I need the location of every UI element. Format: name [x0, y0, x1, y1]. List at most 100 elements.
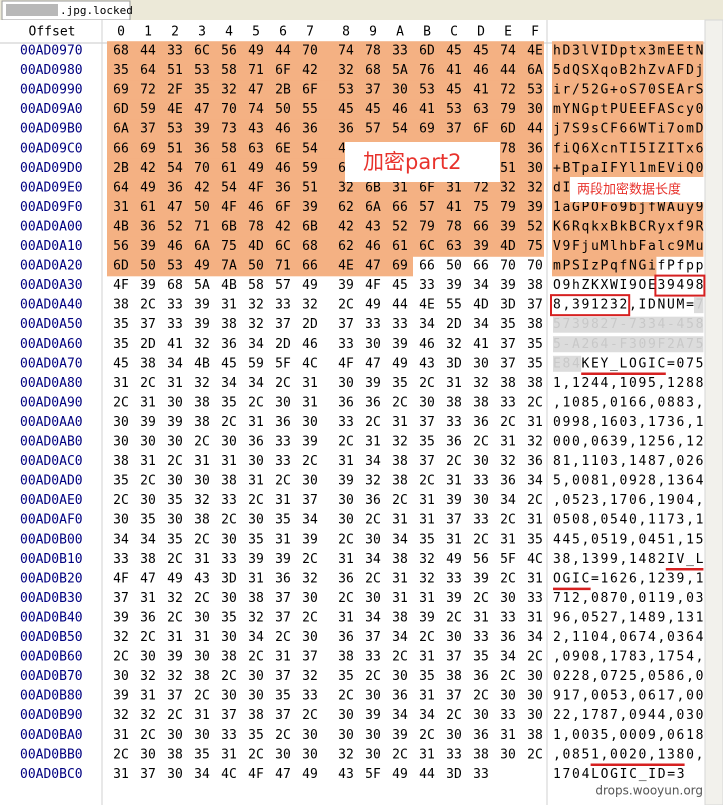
byte: 47 — [194, 102, 210, 117]
byte: 2C — [275, 630, 291, 645]
byte: 36 — [194, 141, 210, 156]
byte: 30 — [248, 689, 264, 704]
byte: 72 — [500, 83, 516, 98]
byte: 39 — [473, 571, 489, 586]
byte: 2C — [392, 747, 408, 762]
byte: 31 — [419, 513, 435, 528]
byte: 37 — [419, 415, 435, 430]
byte: 32 — [419, 571, 435, 586]
byte: 70 — [302, 44, 318, 59]
byte: 36 — [473, 669, 489, 684]
byte: 61 — [221, 161, 237, 176]
byte: 2C — [392, 395, 408, 410]
ascii: 5,0081,0928,1364 — [553, 474, 704, 489]
byte: 36 — [500, 474, 516, 489]
byte: 53 — [419, 83, 435, 98]
byte: 30 — [338, 708, 354, 723]
byte: 39 — [194, 122, 210, 137]
byte: 30 — [194, 474, 210, 489]
offset-header: Offset — [29, 25, 76, 40]
byte: 30 — [113, 669, 129, 684]
byte: 31 — [527, 513, 543, 528]
byte: 30 — [527, 161, 543, 176]
byte: 43 — [338, 767, 354, 782]
byte: 31 — [527, 571, 543, 586]
byte: 3D — [221, 571, 237, 586]
byte: 72 — [140, 83, 156, 98]
offset: 00AD0A10 — [20, 239, 83, 254]
byte: 66 — [392, 200, 408, 215]
byte: 35 — [473, 650, 489, 665]
byte: 39 — [275, 552, 291, 567]
byte: 4B — [113, 219, 129, 234]
byte: 50 — [248, 259, 264, 274]
byte: 30 — [365, 337, 381, 352]
byte: 37 — [167, 689, 183, 704]
byte: 2C — [113, 650, 129, 665]
byte: 38 — [140, 356, 156, 371]
byte: 36 — [248, 435, 264, 450]
byte: 30 — [113, 415, 129, 430]
byte: 75 — [527, 239, 543, 254]
offset: 00AD0A20 — [20, 259, 83, 274]
byte: 2C — [338, 298, 354, 313]
byte: 34 — [392, 532, 408, 547]
byte: 79 — [419, 219, 435, 234]
byte: 38 — [248, 591, 264, 606]
byte: 31 — [140, 689, 156, 704]
byte: 33 — [167, 298, 183, 313]
byte: 37 — [365, 83, 381, 98]
redaction — [553, 336, 704, 353]
byte: 38 — [392, 474, 408, 489]
byte: 5F — [365, 767, 381, 782]
byte: 49 — [392, 767, 408, 782]
byte: 34 — [473, 278, 489, 293]
byte: 34 — [248, 376, 264, 391]
byte: 78 — [365, 44, 381, 59]
byte: 30 — [392, 669, 408, 684]
byte: 38 — [194, 513, 210, 528]
byte: 56 — [221, 44, 237, 59]
byte: 30 — [365, 591, 381, 606]
byte: 34 — [365, 454, 381, 469]
byte: 49 — [248, 44, 264, 59]
byte: 31 — [302, 376, 318, 391]
selection-ascii — [552, 256, 657, 277]
byte: 2C — [527, 747, 543, 762]
byte: 3D — [446, 767, 462, 782]
byte: 51 — [500, 161, 516, 176]
selection-hex — [107, 217, 544, 238]
byte: 43 — [194, 571, 210, 586]
ascii: O9hZKXWI9OE39498 — [553, 278, 703, 293]
byte: 70 — [527, 259, 543, 274]
byte: 47 — [248, 83, 264, 98]
byte: 34 — [392, 708, 408, 723]
hex-row: 00AD0A80 31 2C 31 32 34 34 2C 31 30 39 35 2C 31 32 38 38… — [20, 376, 703, 391]
byte: 63 — [248, 141, 264, 156]
byte: 38 — [473, 747, 489, 762]
byte: 30 — [338, 728, 354, 743]
byte: 45 — [338, 102, 354, 117]
byte: 42 — [140, 161, 156, 176]
ascii: 712,0870,0119,03 — [553, 591, 703, 606]
byte: 49 — [302, 278, 318, 293]
byte: 2C — [140, 298, 156, 313]
byte: 31 — [419, 650, 435, 665]
byte: 4F — [248, 180, 264, 195]
scrollbar[interactable] — [704, 19, 723, 805]
column-label: 1 — [144, 25, 152, 40]
byte: 59 — [302, 161, 318, 176]
byte: 2C — [248, 395, 264, 410]
byte: 2C — [194, 591, 210, 606]
byte: 2C — [113, 747, 129, 762]
byte: 33 — [392, 317, 408, 332]
byte: 39 — [140, 239, 156, 254]
byte: 31 — [338, 610, 354, 625]
byte: 31 — [446, 376, 462, 391]
byte: 36 — [275, 180, 291, 195]
byte: 32 — [113, 630, 129, 645]
byte: 38 — [392, 552, 408, 567]
byte: 2C — [338, 689, 354, 704]
byte: 39 — [302, 532, 318, 547]
byte: 35 — [419, 435, 435, 450]
